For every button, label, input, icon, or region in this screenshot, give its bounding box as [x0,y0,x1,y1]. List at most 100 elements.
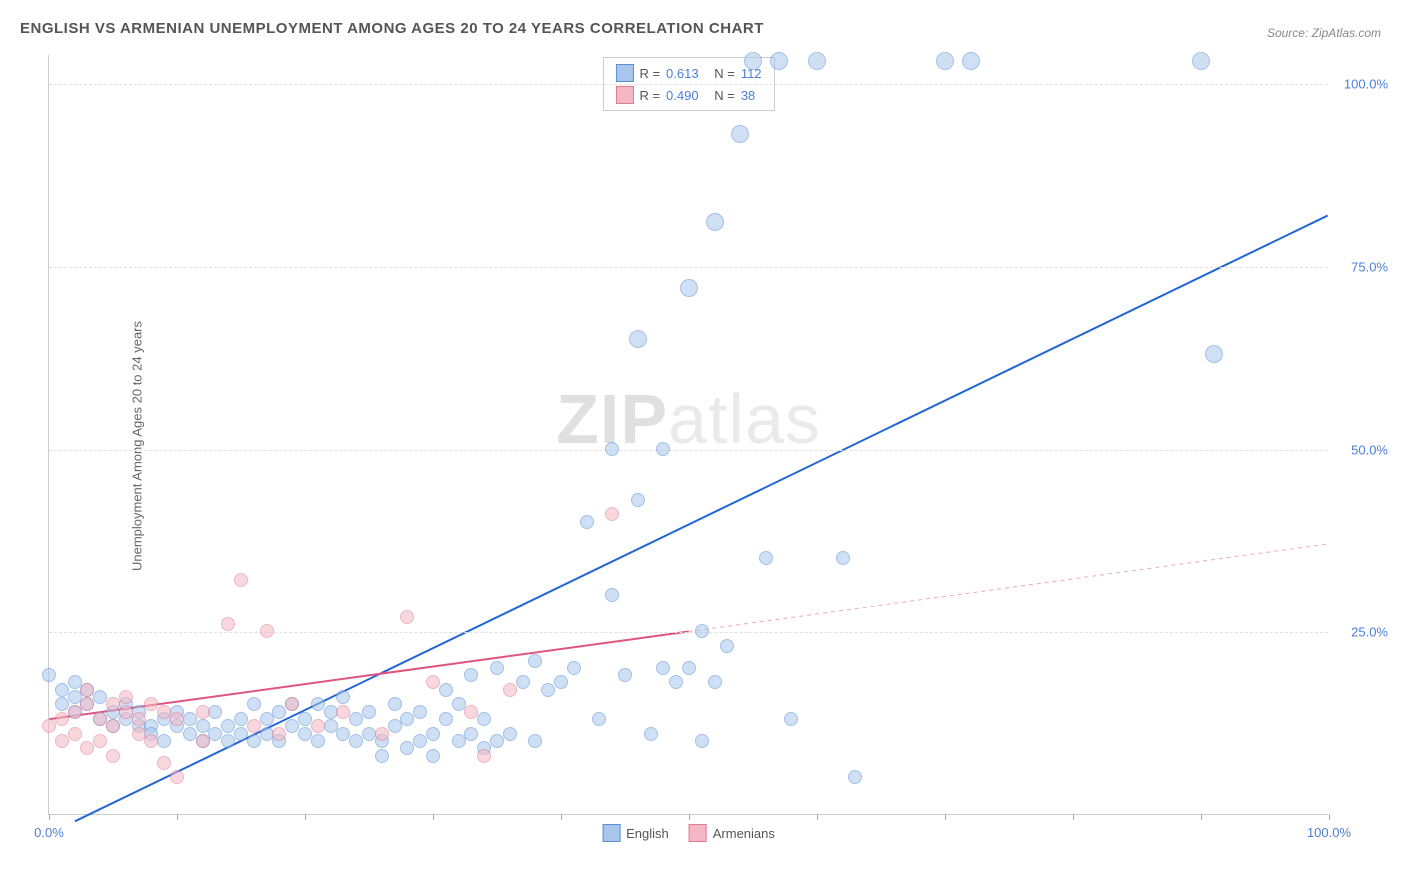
scatter-point-armenians [605,507,619,521]
scatter-point-english [298,727,312,741]
scatter-point-english [439,683,453,697]
scatter-point-armenians [68,705,82,719]
scatter-point-english [260,712,274,726]
x-tick [305,814,306,820]
scatter-point-english [221,734,235,748]
scatter-point-english [731,125,749,143]
scatter-point-english [680,279,698,297]
legend-row-armenians: R = 0.490 N = 38 [615,84,761,106]
grid-line [49,450,1328,451]
scatter-point-armenians [260,624,274,638]
x-tick [49,814,50,820]
legend-swatch-english [615,64,633,82]
scatter-point-english [580,515,594,529]
source-attribution: Source: ZipAtlas.com [1267,26,1381,40]
scatter-point-english [592,712,606,726]
n-label: N = [714,66,735,81]
scatter-point-armenians [426,675,440,689]
scatter-point-armenians [93,712,107,726]
n-value-armenians: 38 [741,88,755,103]
x-tick [817,814,818,820]
scatter-point-english [324,719,338,733]
scatter-point-armenians [80,683,94,697]
scatter-point-english [1205,345,1223,363]
scatter-point-armenians [196,705,210,719]
scatter-point-armenians [119,690,133,704]
scatter-point-english [183,727,197,741]
scatter-point-armenians [170,712,184,726]
source-value: ZipAtlas.com [1312,26,1381,40]
chart-container: ENGLISH VS ARMENIAN UNEMPLOYMENT AMONG A… [0,0,1406,892]
scatter-point-english [682,661,696,675]
r-label: R = [639,66,660,81]
scatter-point-armenians [106,697,120,711]
scatter-point-english [388,697,402,711]
scatter-point-english [848,770,862,784]
scatter-point-armenians [221,617,235,631]
watermark-atlas: atlas [668,380,821,458]
legend-label-armenians: Armenians [713,826,775,841]
scatter-point-armenians [132,712,146,726]
scatter-point-english [464,668,478,682]
scatter-point-english [477,712,491,726]
scatter-point-english [452,734,466,748]
scatter-point-armenians [93,734,107,748]
scatter-point-english [426,727,440,741]
source-label: Source: [1267,26,1308,40]
scatter-point-english [708,675,722,689]
y-tick-label: 25.0% [1338,625,1388,640]
scatter-point-english [656,442,670,456]
scatter-point-english [605,588,619,602]
scatter-point-armenians [247,719,261,733]
scatter-point-english [936,52,954,70]
y-tick-label: 75.0% [1338,259,1388,274]
scatter-point-english [336,690,350,704]
scatter-point-english [221,719,235,733]
scatter-point-armenians [157,705,171,719]
scatter-point-english [196,719,210,733]
x-tick-label: 100.0% [1307,825,1351,840]
n-label: N = [714,88,735,103]
legend-swatch-english-icon [602,824,620,842]
scatter-point-english [528,734,542,748]
scatter-point-english [298,712,312,726]
scatter-point-english [605,442,619,456]
scatter-point-armenians [196,734,210,748]
scatter-point-armenians [400,610,414,624]
legend-label-english: English [626,826,669,841]
scatter-point-english [208,727,222,741]
trend-lines-svg [49,55,1328,814]
scatter-point-english [311,697,325,711]
scatter-point-english [656,661,670,675]
plot-area: ZIPatlas R = 0.613 N = 112 R = 0.490 N =… [48,55,1328,815]
scatter-point-english [336,727,350,741]
scatter-point-english [720,639,734,653]
scatter-point-english [836,551,850,565]
legend-item-armenians: Armenians [689,824,775,842]
scatter-point-armenians [285,697,299,711]
scatter-point-english [234,727,248,741]
scatter-point-english [503,727,517,741]
scatter-point-english [426,749,440,763]
scatter-point-english [695,624,709,638]
scatter-point-english [1192,52,1210,70]
x-tick [689,814,690,820]
scatter-point-english [439,712,453,726]
scatter-point-armenians [272,727,286,741]
scatter-point-english [528,654,542,668]
x-tick [1329,814,1330,820]
scatter-point-english [247,697,261,711]
scatter-point-english [631,493,645,507]
scatter-point-armenians [157,756,171,770]
scatter-point-english [55,683,69,697]
chart-title: ENGLISH VS ARMENIAN UNEMPLOYMENT AMONG A… [20,20,764,37]
scatter-point-english [400,712,414,726]
scatter-point-armenians [80,697,94,711]
x-tick [1201,814,1202,820]
scatter-point-english [157,734,171,748]
y-tick-label: 50.0% [1338,442,1388,457]
scatter-point-english [349,712,363,726]
scatter-point-english [349,734,363,748]
x-tick [561,814,562,820]
scatter-point-armenians [106,749,120,763]
